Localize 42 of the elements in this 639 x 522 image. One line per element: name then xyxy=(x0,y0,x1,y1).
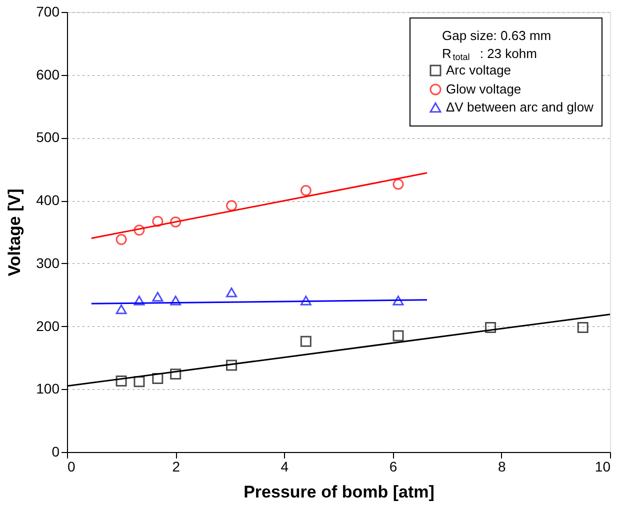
x-axis-title: Pressure of bomb [atm] xyxy=(244,482,434,502)
y-axis-title: Voltage [V] xyxy=(5,188,24,276)
y-tick-label: 100 xyxy=(36,380,60,397)
point xyxy=(170,368,182,380)
point xyxy=(116,234,127,246)
x-tick-label: 4 xyxy=(280,458,289,474)
point xyxy=(300,336,312,347)
point xyxy=(116,375,127,386)
x-tick-label: 10 xyxy=(594,458,611,474)
y-tick-label: 200 xyxy=(36,318,60,334)
point xyxy=(392,178,404,190)
point xyxy=(300,185,312,196)
x-tick-label: 2 xyxy=(172,458,180,474)
y-tick-label: 0 xyxy=(52,444,60,460)
point xyxy=(134,376,145,388)
point xyxy=(152,216,164,227)
x-tick-label: 8 xyxy=(498,458,506,474)
point xyxy=(226,287,238,298)
x-tick-label: 0 xyxy=(68,458,76,474)
y-tick-label: 700 xyxy=(36,4,60,20)
y-tick-label: 600 xyxy=(36,66,60,82)
point xyxy=(134,224,145,236)
point xyxy=(134,296,145,306)
point xyxy=(226,200,238,212)
point xyxy=(392,330,404,342)
point xyxy=(152,372,164,384)
legend-label: Glow voltage xyxy=(446,82,522,96)
y-tick-label: 300 xyxy=(36,254,60,271)
point xyxy=(300,296,312,306)
legend-label: Arc voltage xyxy=(446,62,512,78)
point xyxy=(152,292,164,302)
legend-label: ΔV between arc and glow xyxy=(446,100,594,114)
point xyxy=(116,304,127,314)
point xyxy=(485,322,496,334)
x-tick-label: 6 xyxy=(389,458,398,474)
point xyxy=(577,322,588,334)
point xyxy=(170,296,182,306)
y-tick-label: 500 xyxy=(36,129,60,146)
point xyxy=(226,360,238,371)
point xyxy=(392,296,404,306)
point xyxy=(170,216,182,228)
y-tick-label: 400 xyxy=(36,192,60,208)
